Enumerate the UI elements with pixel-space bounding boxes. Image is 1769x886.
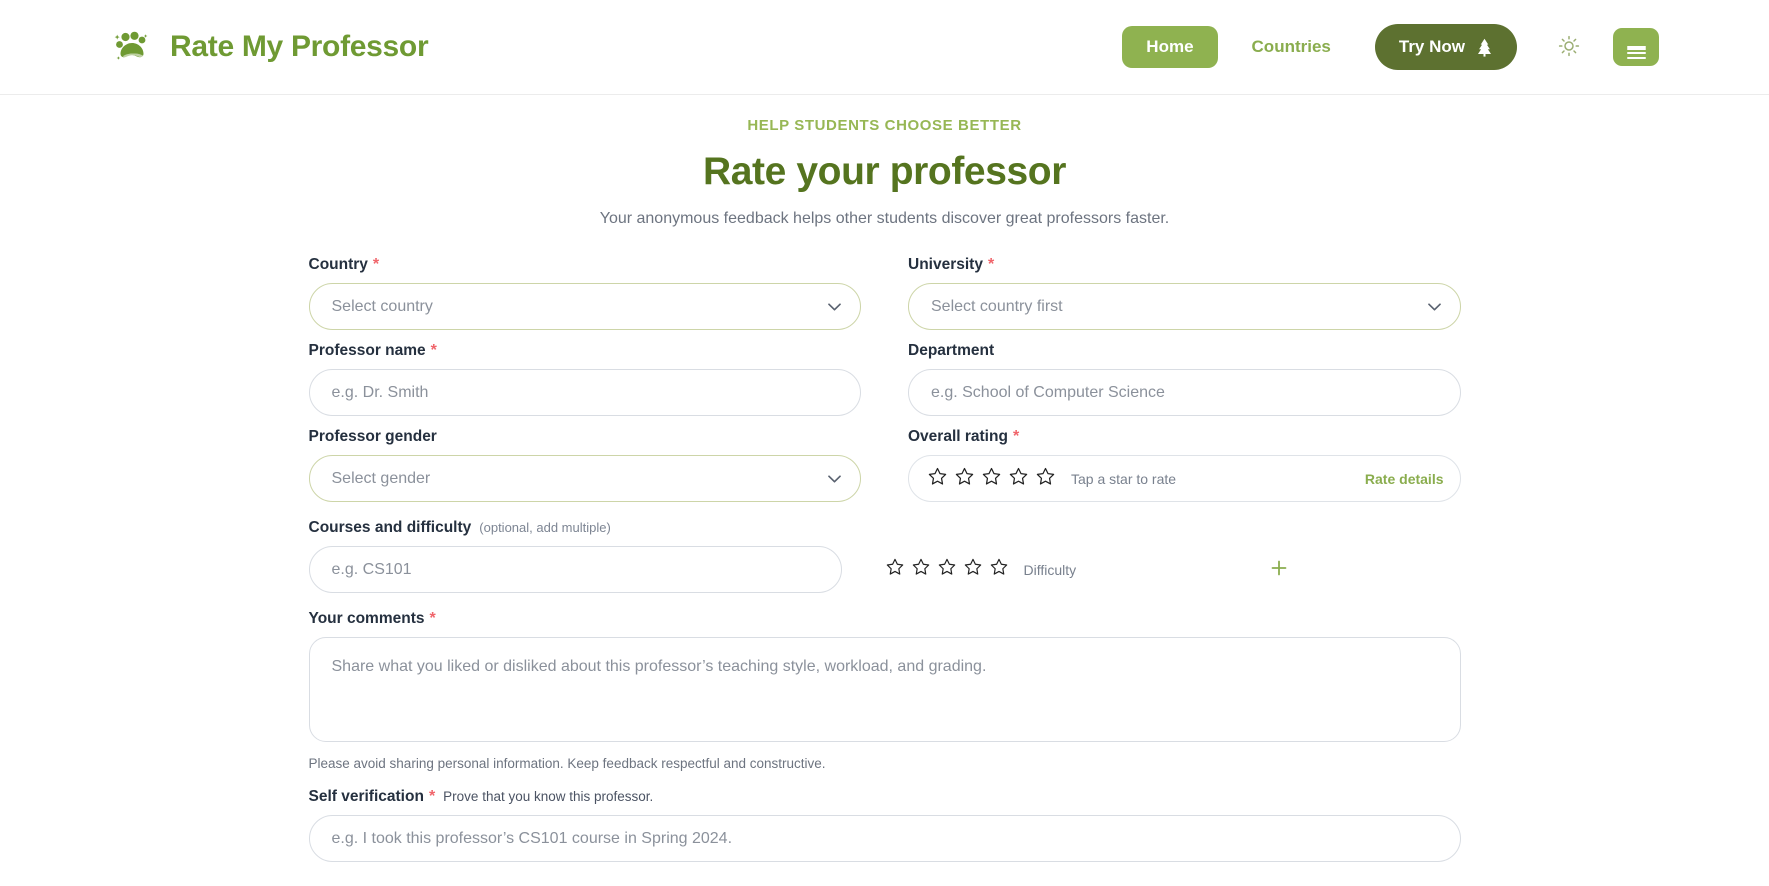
field-country: Country * Select country — [308, 256, 862, 330]
difficulty-star-1[interactable] — [886, 558, 904, 581]
comments-textarea[interactable] — [308, 637, 1461, 742]
plus-icon — [1270, 559, 1288, 580]
department-input[interactable] — [908, 369, 1461, 416]
country-select-value: Select country — [331, 297, 433, 315]
field-label-department: Department — [908, 342, 1461, 360]
field-label-courses: Courses and difficulty (optional, add mu… — [309, 519, 1461, 537]
label-text: University — [908, 256, 983, 273]
difficulty-star-2[interactable] — [912, 558, 930, 581]
field-label-university: University * — [908, 256, 1461, 274]
country-select[interactable]: Select country — [308, 283, 861, 330]
required-marker: * — [1012, 428, 1020, 445]
courses-row: Difficulty — [308, 546, 1461, 593]
label-text: Courses and difficulty — [308, 519, 472, 536]
nav-link-countries[interactable]: Countries — [1251, 37, 1331, 56]
page-subtitle: Your anonymous feedback helps other stud… — [599, 210, 1170, 227]
courses-hint: (optional, add multiple) — [479, 520, 611, 535]
label-text: Country — [308, 256, 368, 273]
label-text: Your comments — [308, 610, 425, 627]
page-title: Rate your professor — [703, 150, 1066, 193]
label-text: Self verification — [308, 788, 424, 805]
field-label-overall-rating: Overall rating * — [908, 428, 1461, 446]
star-4[interactable] — [1009, 467, 1028, 491]
site-header: Rate My Professor Home Countries Try Now — [0, 0, 1769, 95]
field-label-country: Country * — [309, 256, 862, 274]
field-professor-name: Professor name * — [308, 342, 862, 416]
course-code-input[interactable] — [308, 546, 842, 593]
field-department: Department — [908, 342, 1461, 416]
rate-details-link[interactable]: Rate details — [1364, 470, 1444, 487]
field-university: University * Select country first — [908, 256, 1461, 330]
paw-print-icon — [110, 25, 154, 69]
rate-professor-page: HELP STUDENTS CHOOSE BETTER Rate your pr… — [0, 95, 1769, 862]
label-text: Professor gender — [308, 428, 437, 445]
professor-gender-select[interactable]: Select gender — [308, 455, 861, 502]
label-text: Department — [908, 342, 995, 359]
professor-name-input[interactable] — [308, 369, 861, 416]
self-verification-input[interactable] — [308, 815, 1461, 862]
sun-icon — [1558, 35, 1580, 60]
brand-name: Rate My Professor — [170, 30, 429, 63]
difficulty-label: Difficulty — [1023, 561, 1077, 578]
field-comments: Your comments * Please avoid sharing per… — [308, 610, 1461, 771]
brand-logo-link[interactable]: Rate My Professor — [110, 25, 429, 69]
try-now-label: Try Now — [1398, 37, 1465, 56]
hamburger-menu-icon — [1626, 46, 1646, 59]
required-marker: * — [428, 788, 436, 805]
required-marker: * — [429, 610, 436, 627]
field-self-verification: Self verification * Prove that you know … — [308, 788, 1461, 862]
required-marker: * — [372, 256, 380, 273]
theme-toggle-button[interactable] — [1549, 27, 1589, 67]
overall-rating-hint: Tap a star to rate — [1071, 470, 1177, 487]
difficulty-star-3[interactable] — [938, 558, 956, 581]
field-label-comments: Your comments * — [309, 610, 1461, 628]
form-row-location: Country * Select country University * — [308, 256, 1461, 330]
main-navigation: Home Countries Try Now — [1122, 24, 1659, 70]
label-text: Professor name — [308, 342, 426, 359]
hero-eyebrow: HELP STUDENTS CHOOSE BETTER — [747, 117, 1022, 134]
field-courses: Courses and difficulty (optional, add mu… — [308, 519, 1461, 593]
form-row-professor: Professor name * Department — [308, 342, 1461, 416]
difficulty-star-4[interactable] — [964, 558, 982, 581]
try-now-button[interactable]: Try Now — [1374, 24, 1517, 70]
hamburger-menu-button[interactable] — [1613, 28, 1659, 66]
difficulty-stars — [886, 558, 1008, 581]
add-course-button[interactable] — [1266, 557, 1292, 583]
star-2[interactable] — [955, 467, 974, 491]
field-label-self-verification: Self verification * Prove that you know … — [309, 788, 1461, 806]
difficulty-rating-control: Difficulty — [886, 558, 1077, 581]
pine-tree-icon — [1476, 38, 1493, 57]
university-select-value: Select country first — [931, 297, 1063, 315]
self-verification-hint: Prove that you know this professor. — [443, 789, 654, 804]
university-select[interactable]: Select country first — [908, 283, 1461, 330]
difficulty-star-5[interactable] — [990, 558, 1008, 581]
overall-rating-control: Tap a star to rate Rate details — [908, 455, 1461, 502]
label-text: Overall rating — [908, 428, 1008, 445]
overall-rating-stars — [928, 467, 1055, 491]
field-overall-rating: Overall rating * Tap a star to rate Rate… — [908, 428, 1461, 502]
required-marker: * — [430, 342, 437, 359]
field-label-professor-gender: Professor gender — [309, 428, 862, 446]
comments-helper-text: Please avoid sharing personal informatio… — [308, 756, 826, 771]
rating-form: Country * Select country University * — [285, 256, 1485, 862]
field-label-professor-name: Professor name * — [309, 342, 862, 360]
professor-gender-select-value: Select gender — [331, 469, 431, 487]
form-row-gender-rating: Professor gender Select gender Overall r… — [308, 428, 1461, 502]
field-professor-gender: Professor gender Select gender — [308, 428, 862, 502]
nav-link-home[interactable]: Home — [1122, 26, 1218, 68]
star-1[interactable] — [928, 467, 947, 491]
required-marker: * — [987, 256, 995, 273]
star-5[interactable] — [1036, 467, 1055, 491]
star-3[interactable] — [982, 467, 1001, 491]
